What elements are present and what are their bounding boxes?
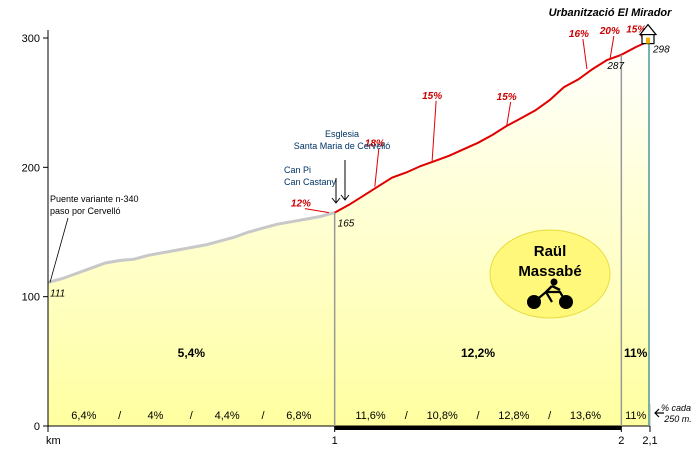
gradient-label-4: 11,6%	[355, 410, 386, 422]
band-separator-5: /	[548, 410, 552, 422]
point-label-0: 111	[50, 288, 65, 299]
gradient-label-5: 10,8%	[427, 410, 458, 422]
point-label-1: 165	[338, 219, 355, 230]
profile-area	[48, 40, 650, 426]
slope-label-2: 15%	[422, 91, 442, 102]
slope-leader-4	[582, 38, 588, 70]
waypoint-0-line-0: Puente variante n-340	[50, 194, 139, 204]
band-legend-arrow	[654, 408, 664, 418]
waypoint-0-line-1: paso por Cervelló	[50, 206, 121, 216]
waypoint-0-leader	[49, 217, 69, 283]
x-tick-label-2: 2	[618, 435, 624, 447]
slope-leader-1	[374, 148, 380, 187]
slope-label-6: 15%	[626, 25, 646, 36]
slope-leader-3	[506, 101, 512, 127]
band-legend-line-2: 250 m.	[663, 414, 692, 424]
x-tick-label-1: 1	[332, 435, 338, 447]
band-legend-line-1: % cada	[661, 403, 691, 413]
point-label-2: 287	[606, 61, 624, 72]
gradient-label-1: 4%	[148, 410, 164, 422]
section-bar	[334, 426, 622, 430]
y-tick-label-100: 100	[22, 292, 40, 304]
author-badge-line-2: Massabé	[518, 263, 581, 280]
slope-label-5: 20%	[599, 26, 620, 37]
slope-label-0: 12%	[291, 199, 311, 210]
gradient-label-8: 11%	[625, 410, 646, 422]
gradient-label-6: 12,8%	[498, 410, 529, 422]
band-separator-0: /	[118, 410, 122, 422]
slope-label-1: 18%	[365, 139, 385, 150]
slope-leader-0	[304, 208, 330, 214]
chart-title: Urbanització El Mirador	[549, 7, 673, 19]
waypoint-2-line-0: Esglesia	[325, 129, 359, 139]
slope-leader-5	[609, 35, 615, 61]
waypoint-2-line-1: Santa Maria de Cervelló	[294, 141, 391, 151]
y-tick-label-0: 0	[34, 421, 40, 433]
y-tick-label-200: 200	[22, 162, 40, 174]
slope-label-4: 16%	[569, 29, 589, 40]
gradient-label-0: 6,4%	[71, 410, 96, 422]
slope-label-3: 15%	[497, 92, 517, 103]
section-average-0: 5,4%	[178, 346, 206, 360]
gradient-label-3: 6,8%	[286, 410, 311, 422]
section-average-2: 11%	[624, 346, 648, 360]
section-average-1: 12,2%	[461, 346, 495, 360]
author-badge-line-1: Raül	[534, 243, 567, 260]
waypoint-2-arrow	[340, 160, 350, 201]
band-separator-3: /	[405, 410, 409, 422]
waypoint-1-arrow	[331, 178, 341, 204]
bicycle-icon	[533, 290, 567, 303]
x-tick-label-3: 2,1	[642, 435, 657, 447]
waypoint-1-line-1: Can Castany	[284, 177, 337, 187]
bicycle-icon-rider-head	[550, 278, 558, 286]
band-separator-4: /	[476, 410, 480, 422]
point-label-3: 298	[652, 45, 670, 56]
x-tick-label-0: km	[46, 435, 61, 447]
gradient-label-7: 13,6%	[570, 410, 601, 422]
profile-line	[334, 39, 651, 214]
profile-outline	[47, 211, 336, 284]
band-separator-1: /	[190, 410, 194, 422]
y-tick-label-300: 300	[22, 33, 40, 45]
gradient-label-2: 4,4%	[215, 410, 240, 422]
waypoint-1-line-0: Can Pi	[284, 165, 311, 175]
house-icon-door	[646, 37, 650, 44]
author-badge	[489, 229, 611, 319]
bicycle-icon-rider-body	[545, 284, 561, 293]
band-separator-2: /	[261, 410, 265, 422]
slope-leader-2	[431, 100, 437, 161]
